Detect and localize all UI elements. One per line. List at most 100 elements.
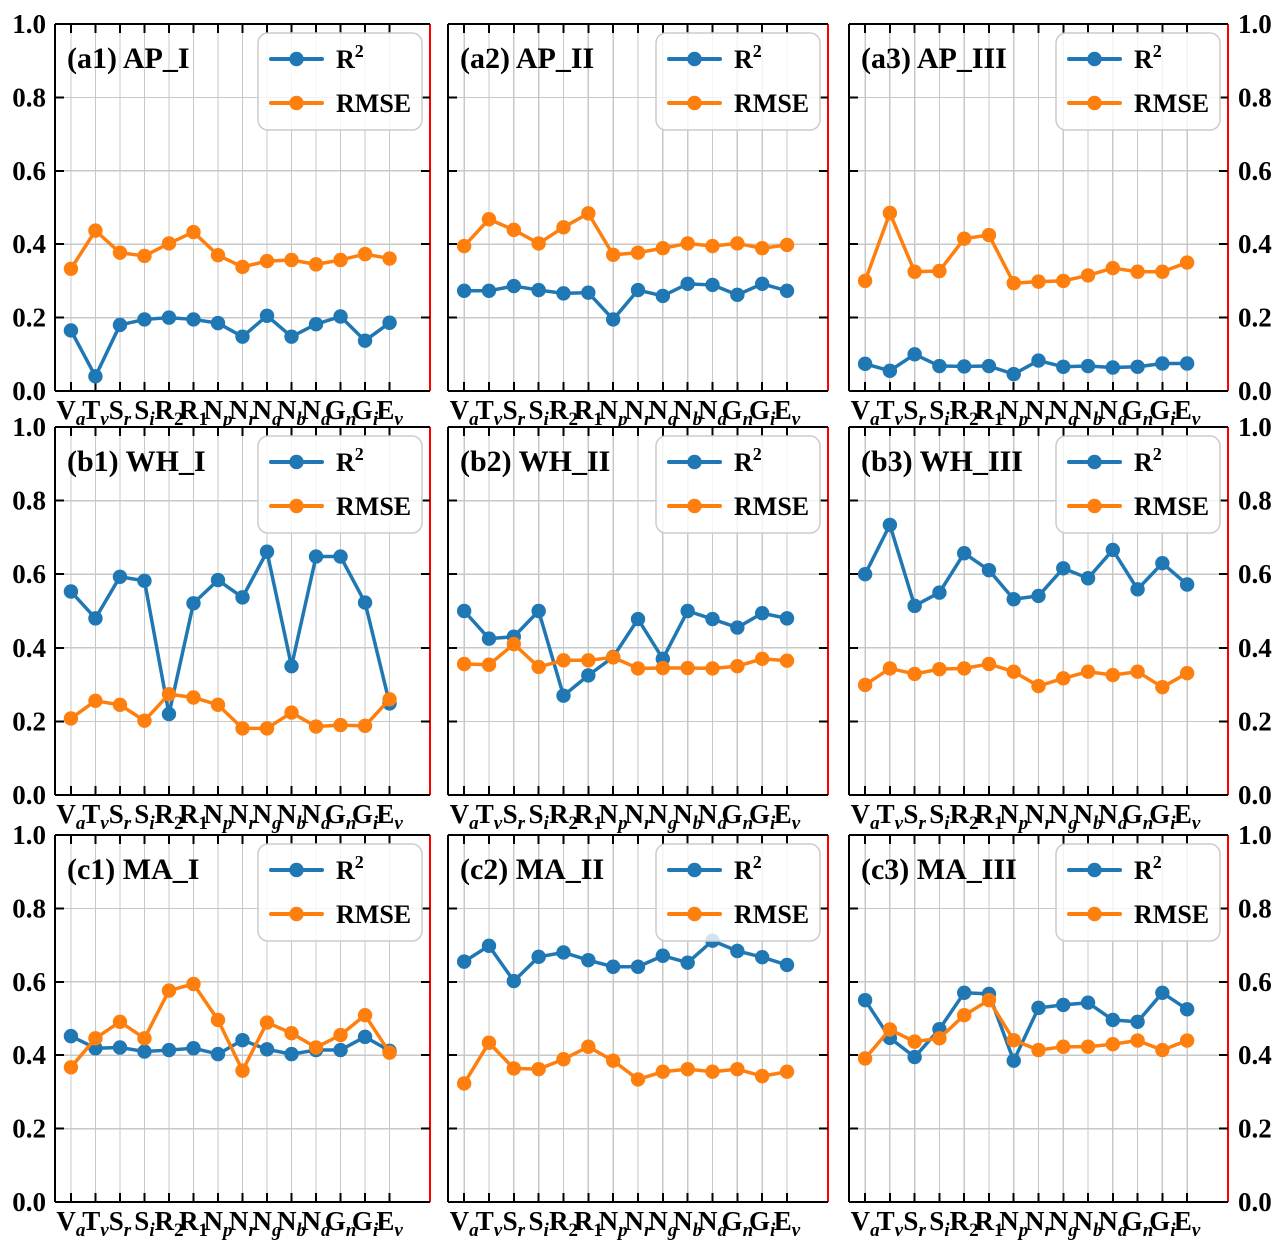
y-tick-label: 1.0 — [1238, 412, 1272, 442]
data-point — [956, 231, 972, 246]
tick-marks — [448, 23, 828, 392]
legend-marker — [687, 498, 702, 514]
data-point — [308, 1040, 324, 1055]
data-point — [63, 584, 79, 599]
y-tick-label: 0.4 — [1238, 229, 1272, 259]
data-point — [882, 517, 898, 533]
data-point — [981, 227, 997, 243]
y-tick-label: 0.4 — [12, 229, 46, 259]
x-tick-label: Va — [56, 799, 86, 834]
x-tick-label: Sr — [503, 395, 526, 430]
data-point — [1006, 275, 1021, 291]
data-point — [581, 285, 596, 300]
legend-label: RMSE — [734, 492, 809, 521]
legend-label: R2 — [1134, 41, 1162, 74]
data-point — [857, 273, 873, 289]
legend: R2 RMSE — [1055, 843, 1221, 942]
legend-marker — [1087, 51, 1102, 67]
data-point — [907, 347, 922, 362]
data-point — [531, 1061, 546, 1077]
data-point — [284, 659, 299, 674]
data-point — [705, 1064, 720, 1079]
data-point — [235, 1063, 250, 1078]
legend-label: R2 — [336, 41, 364, 74]
data-point — [456, 1076, 472, 1091]
data-point — [956, 359, 972, 374]
data-point — [137, 1044, 152, 1059]
data-point — [186, 1041, 201, 1056]
x-tick-label: R2 — [549, 1206, 578, 1241]
data-point — [556, 945, 571, 960]
y-tick-label: 1.0 — [12, 820, 46, 850]
data-point — [1155, 356, 1170, 371]
x-tick-label: Ng — [1049, 395, 1078, 430]
x-tick-label: Ev — [376, 1206, 403, 1241]
data-point — [882, 363, 898, 379]
x-tick-label: Gn — [1122, 1206, 1154, 1241]
data-point — [112, 317, 128, 333]
data-point — [186, 224, 201, 240]
y-tick-label: 0.8 — [1238, 486, 1272, 516]
data-point — [730, 659, 745, 674]
data-point — [531, 603, 546, 619]
data-point — [754, 241, 770, 256]
panel-title-c3: (c3) MA_III — [861, 853, 1017, 886]
data-point — [779, 611, 795, 626]
data-point — [981, 562, 997, 578]
legend-label: RMSE — [734, 89, 809, 118]
panel-title-a3: (a3) AP_III — [861, 42, 1007, 75]
data-point — [907, 1034, 922, 1049]
data-point — [161, 983, 177, 998]
x-tick-label: Tv — [476, 1206, 503, 1241]
r2-series — [857, 517, 1195, 614]
data-point — [456, 283, 472, 299]
legend-label: RMSE — [1134, 900, 1209, 929]
x-tick-label: Gi — [1149, 395, 1176, 430]
data-point — [235, 329, 250, 344]
data-point — [88, 369, 103, 384]
x-tick-label: Sr — [903, 799, 926, 834]
legend: R2 RMSE — [655, 843, 821, 942]
x-tick-label: Gn — [722, 799, 754, 834]
data-point — [705, 661, 720, 676]
data-point — [531, 282, 546, 298]
panel-title-a2: (a2) AP_II — [460, 42, 594, 75]
data-point — [161, 1042, 177, 1058]
x-tick-label: Np — [599, 395, 628, 430]
y-tick-label: 1.0 — [12, 9, 46, 39]
x-tick-label: Si — [528, 395, 549, 430]
data-point — [1031, 678, 1046, 694]
panel-title-c2: (c2) MA_II — [460, 853, 604, 886]
data-point — [137, 573, 152, 589]
r2-series — [456, 276, 795, 327]
data-point — [1006, 366, 1021, 382]
data-point — [630, 611, 646, 627]
data-point — [1080, 268, 1096, 283]
data-point — [1080, 571, 1096, 586]
x-tick-label: R1 — [974, 1206, 1003, 1241]
y-tick-label: 0.0 — [12, 1187, 46, 1217]
x-tick-label: Nr — [229, 395, 257, 430]
data-point — [556, 1052, 571, 1067]
legend-marker — [289, 498, 304, 514]
data-point — [857, 567, 873, 582]
data-point — [1080, 358, 1096, 374]
x-tick-label: Si — [929, 799, 950, 834]
x-tick-label: Gi — [749, 395, 776, 430]
data-point — [186, 976, 201, 992]
data-point — [779, 653, 795, 668]
x-tick-label: Nd — [698, 799, 728, 834]
x-tick-label: Gn — [325, 395, 357, 430]
r2-series — [456, 933, 795, 989]
data-point — [754, 276, 770, 292]
x-tick-label: Va — [851, 799, 881, 834]
rmse-series — [456, 1035, 795, 1091]
data-point — [1155, 679, 1170, 695]
data-point — [705, 238, 720, 254]
data-point — [1130, 664, 1145, 679]
x-tick-label: Ev — [1174, 395, 1201, 430]
data-point — [1080, 664, 1096, 679]
y-tick-labels: 0.0 0.2 0.4 0.6 0.8 1.0 — [1238, 9, 1272, 406]
legend-marker — [289, 454, 304, 470]
